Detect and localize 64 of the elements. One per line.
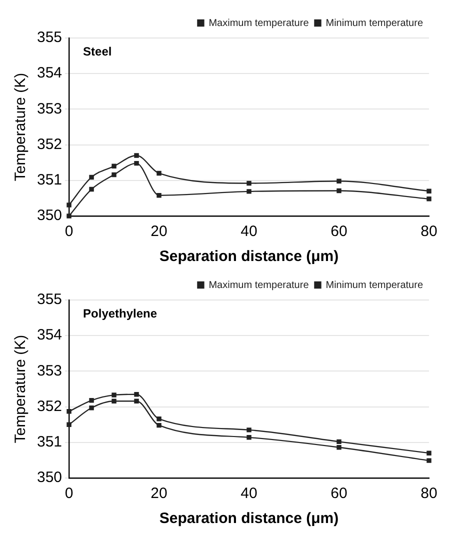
point (426, 196, 432, 202)
y-axis-title: Temperature (K) (12, 72, 30, 182)
point (112, 398, 116, 404)
point (156, 416, 162, 422)
point (246, 435, 252, 440)
point (112, 392, 116, 398)
x-tick-label: 80 (420, 485, 438, 502)
x-tick-label: 0 (64, 485, 74, 502)
y-tick-label: 353 (36, 362, 62, 380)
x-axis-title: Separation distance (μm) (159, 510, 339, 528)
y-tick-label: 351 (36, 172, 62, 189)
legend-label: Minimum temperature (326, 280, 424, 291)
point (246, 428, 252, 432)
x-tick-label: 0 (64, 223, 74, 240)
legend-label: Maximum temperature (208, 18, 310, 29)
point (89, 406, 94, 410)
y-tick-label: 352 (36, 398, 62, 415)
y-tick-label: 350 (36, 207, 62, 224)
point (134, 398, 139, 404)
point (112, 164, 116, 169)
point (246, 189, 252, 194)
x-tick-label: 60 (330, 485, 348, 502)
x-tick-label: 60 (330, 223, 348, 240)
point (336, 178, 342, 184)
y-tick-label: 355 (36, 291, 62, 308)
x-tick-label: 40 (240, 223, 258, 240)
point (426, 188, 432, 194)
x-tick-label: 80 (420, 223, 438, 240)
x-axis-title: Separation distance (μm) (159, 248, 339, 266)
point (156, 422, 162, 428)
point (134, 160, 139, 166)
y-tick-label: 355 (36, 29, 62, 46)
point (66, 202, 72, 208)
x-tick-label: 20 (150, 223, 168, 240)
text: Steel (83, 44, 112, 58)
point (336, 188, 342, 194)
point (156, 170, 162, 176)
point (66, 422, 72, 427)
text: Polyethylene (83, 306, 158, 320)
y-tick-label: 350 (36, 469, 62, 486)
point (89, 398, 94, 403)
y-tick-label: 352 (36, 136, 62, 153)
y-axis-title: Temperature (K) (12, 334, 30, 444)
point (134, 392, 139, 397)
point (66, 214, 72, 218)
x-tick-label: 20 (150, 485, 168, 502)
point (66, 409, 72, 414)
point (112, 172, 116, 178)
point (89, 186, 94, 192)
point (426, 450, 432, 456)
point (89, 174, 94, 180)
y-tick-label: 353 (36, 100, 62, 118)
point (336, 445, 342, 450)
y-tick-label: 351 (36, 434, 62, 451)
legend-label: Maximum temperature (208, 280, 310, 291)
point (156, 192, 162, 198)
legend-label: Minimum temperature (326, 18, 424, 29)
y-tick-label: 354 (36, 326, 62, 344)
point (134, 153, 139, 158)
point (336, 439, 342, 444)
point (246, 180, 252, 186)
x-tick-label: 40 (240, 485, 258, 502)
y-tick-label: 354 (36, 64, 62, 82)
point (426, 458, 432, 463)
